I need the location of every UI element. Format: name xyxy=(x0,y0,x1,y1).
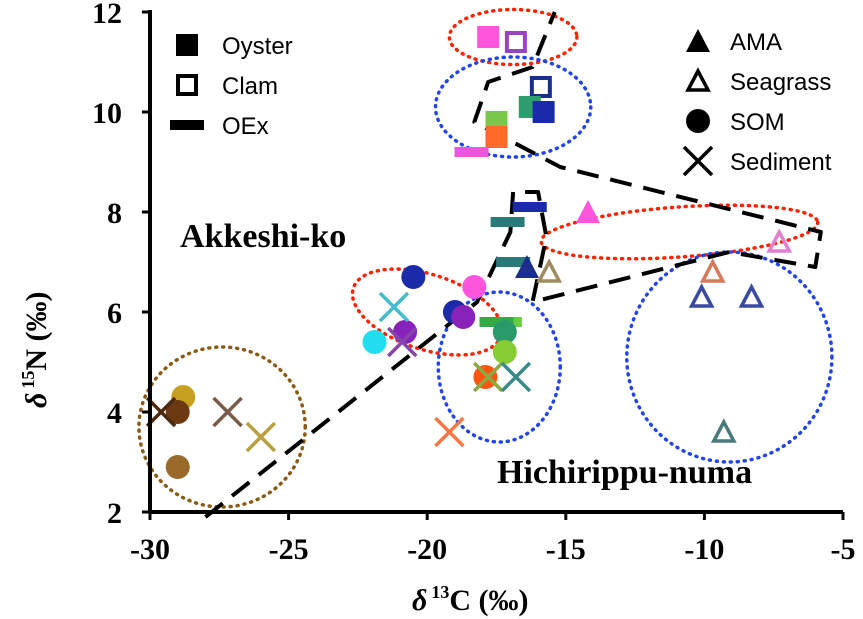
annotation-akkeshi-ko: Akkeshi-ko xyxy=(180,218,346,255)
ellipse-2 xyxy=(433,55,593,159)
data-point-open-triangle-20 xyxy=(738,283,765,308)
y-tick-label: 12 xyxy=(92,0,122,30)
data-point-filled-circle-23 xyxy=(462,275,487,299)
y-axis-title-text: N (‰) xyxy=(20,291,53,370)
y-tick-label: 6 xyxy=(107,297,122,330)
data-point-cross-37 xyxy=(500,361,532,393)
data-point-filled-square-1 xyxy=(477,26,500,48)
ellipse-5 xyxy=(436,290,563,444)
data-point-open-square-2 xyxy=(504,31,527,53)
data-point-bar-10 xyxy=(490,217,525,227)
legend-label-sediment: Sediment xyxy=(730,149,832,176)
data-point-cross-38 xyxy=(434,416,465,448)
data-point-cross-40 xyxy=(245,421,277,453)
legend-marker-open-triangle xyxy=(685,67,711,92)
data-point-filled-square-5 xyxy=(532,101,555,123)
y-tick-label: 8 xyxy=(107,197,122,230)
legend-label-seagrass: Seagrass xyxy=(730,69,831,96)
x-axis-title-text: C (‰) xyxy=(449,584,528,617)
legend-marker-filled-triangle xyxy=(686,29,710,52)
data-point-filled-triangle-14 xyxy=(514,255,539,278)
data-point-open-triangle-17 xyxy=(766,228,793,253)
x-tick-label: -5 xyxy=(831,533,856,566)
legend-marker-filled-circle xyxy=(686,109,710,133)
data-point-filled-circle-28 xyxy=(492,320,517,344)
y-axis-title-superscript: 15 xyxy=(18,371,38,389)
data-point-cross-34 xyxy=(378,291,410,323)
data-point-filled-triangle-15 xyxy=(575,200,600,223)
y-axis-title-delta: δ xyxy=(20,393,53,408)
legend-label-ama: AMA xyxy=(730,29,782,56)
data-point-filled-circle-29 xyxy=(492,340,517,364)
data-point-cross-35 xyxy=(387,326,418,358)
legend-label-clam: Clam xyxy=(222,73,278,100)
x-tick-label: -30 xyxy=(130,533,170,566)
data-point-filled-circle-30 xyxy=(473,365,498,389)
y-tick-label: 4 xyxy=(107,397,122,430)
legend-marker-cross xyxy=(682,145,714,177)
ellipse-7 xyxy=(137,345,307,509)
data-point-filled-circle-32 xyxy=(165,400,190,424)
data-point-filled-circle-24 xyxy=(362,330,387,354)
data-point-open-square-3 xyxy=(529,76,552,98)
data-point-open-triangle-19 xyxy=(688,283,715,308)
data-point-filled-circle-33 xyxy=(165,455,190,479)
data-point-bar-13 xyxy=(479,317,514,327)
ellipse-3 xyxy=(539,203,820,261)
y-axis-title: δ 15N (‰) xyxy=(18,291,53,408)
y-tick-label: 10 xyxy=(92,97,122,130)
annotation-hichirippu-numa: Hichirippu-numa xyxy=(497,454,752,491)
data-point-cross-36 xyxy=(472,361,504,393)
y-tick-label: 2 xyxy=(107,497,122,530)
data-point-filled-square-7 xyxy=(485,126,508,148)
group-axes: -30 -25 -20 -15 -10 -5 2 4 6 8 10 12 xyxy=(92,0,856,566)
x-tick-label: -20 xyxy=(407,533,447,566)
data-point-open-triangle-18 xyxy=(699,258,726,283)
x-axis-title: δ 13C (‰) xyxy=(412,582,529,617)
data-point-open-triangle-16 xyxy=(536,258,563,283)
group-legend: Oyster Clam OEx AMA Seagrass SOM Sediment xyxy=(170,29,832,177)
data-point-bar-11 xyxy=(496,257,531,267)
x-axis-title-delta: δ xyxy=(412,584,427,617)
legend-label-oex: OEx xyxy=(222,113,269,140)
ellipse-1 xyxy=(447,7,579,67)
data-point-filled-circle-22 xyxy=(401,265,426,289)
x-tick-label: -10 xyxy=(684,533,724,566)
legend-label-oyster: Oyster xyxy=(222,33,293,60)
data-point-filled-circle-27 xyxy=(451,305,476,329)
legend-marker-open-square xyxy=(176,74,198,96)
ellipse-6 xyxy=(625,250,834,464)
x-tick-label: -25 xyxy=(269,533,309,566)
legend-marker-bar xyxy=(170,120,204,130)
x-axis-title-superscript: 13 xyxy=(431,582,449,602)
data-point-bar-9 xyxy=(512,202,547,212)
data-point-open-triangle-21 xyxy=(710,418,737,443)
group-data-points xyxy=(145,26,793,479)
legend-label-som: SOM xyxy=(730,109,785,136)
x-tick-label: -15 xyxy=(546,533,586,566)
data-point-bar-8 xyxy=(454,147,489,157)
data-point-cross-39 xyxy=(212,396,243,428)
legend-marker-filled-square xyxy=(176,34,198,56)
